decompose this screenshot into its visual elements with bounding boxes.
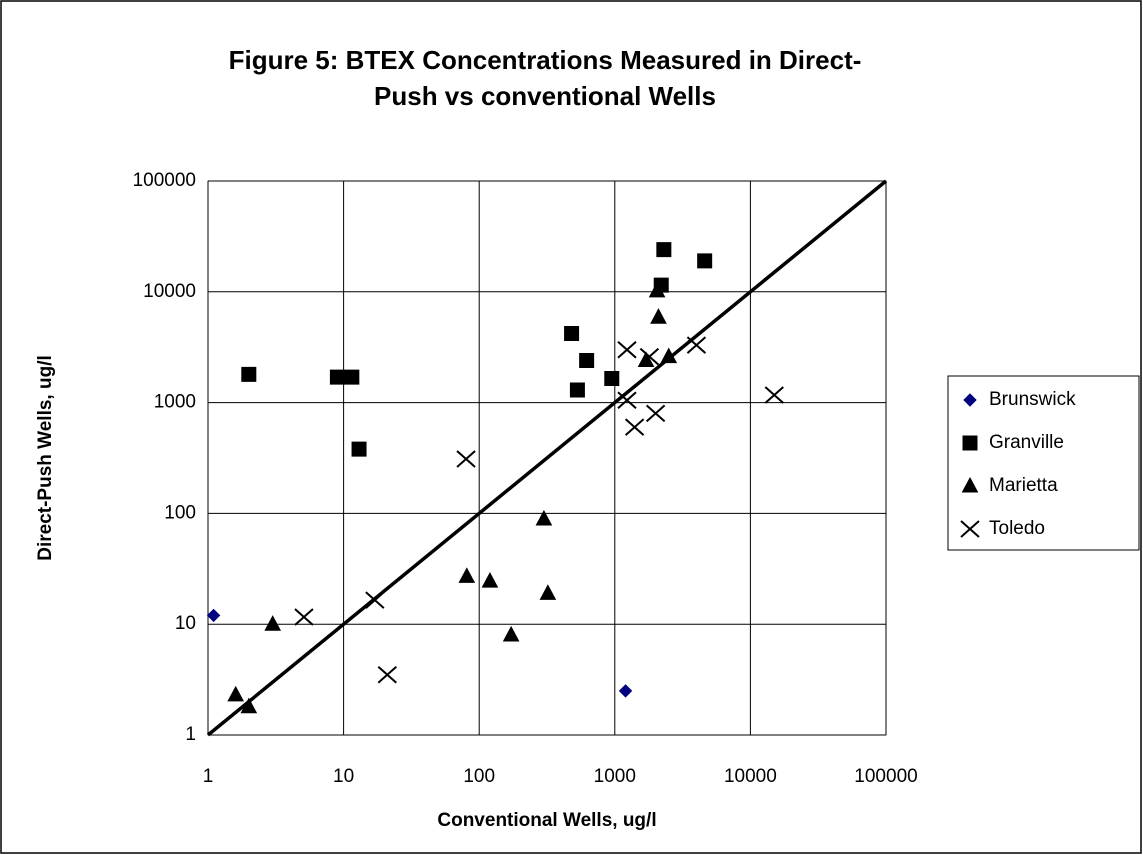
data-point — [481, 572, 499, 588]
chart-title: Figure 5: BTEX Concentrations Measured i… — [229, 45, 862, 75]
data-point — [365, 591, 385, 609]
data-point — [686, 336, 707, 354]
data-point — [351, 441, 367, 457]
x-tick-label: 10000 — [724, 766, 777, 787]
data-point — [539, 584, 557, 600]
data-point — [569, 382, 585, 398]
x-axis-label: Conventional Wells, ug/l — [437, 810, 656, 831]
data-point — [660, 347, 678, 364]
data-point — [650, 308, 667, 324]
y-axis-label: Direct-Push Wells, ug/l — [35, 355, 56, 561]
data-point — [564, 326, 580, 342]
y-tick-label: 1000 — [154, 392, 196, 413]
x-tick-label: 100 — [463, 766, 495, 787]
data-point — [618, 684, 633, 698]
y-tick-label: 10 — [175, 613, 196, 634]
data-point — [377, 665, 397, 684]
data-point — [206, 608, 221, 623]
chart-title: Push vs conventional Wells — [374, 81, 716, 111]
legend-marker — [961, 476, 979, 493]
y-tick-label: 100000 — [133, 170, 196, 191]
legend-label: Brunswick — [989, 389, 1076, 410]
data-point — [535, 509, 553, 526]
x-tick-label: 10 — [333, 766, 354, 787]
data-point — [458, 567, 476, 583]
data-point — [617, 391, 637, 409]
legend-marker — [963, 393, 977, 407]
x-tick-label: 1000 — [594, 766, 636, 787]
y-tick-label: 10000 — [143, 281, 196, 302]
data-point — [604, 371, 620, 387]
data-point — [764, 386, 784, 404]
data-point — [502, 625, 520, 642]
data-point — [227, 685, 245, 702]
legend-box — [947, 375, 1140, 551]
data-point — [264, 615, 282, 631]
legend-label: Marietta — [989, 475, 1058, 496]
data-point — [294, 608, 314, 626]
data-point — [344, 369, 360, 385]
data-point — [579, 352, 595, 368]
x-tick-label: 1 — [203, 766, 214, 787]
legend-marker — [960, 520, 980, 538]
data-point — [697, 253, 713, 269]
legend-marker — [962, 435, 978, 451]
data-point — [240, 697, 258, 714]
data-point — [617, 340, 637, 359]
data-point — [624, 418, 645, 436]
reference-line — [206, 179, 888, 737]
data-point — [329, 369, 345, 385]
y-tick-label: 100 — [164, 502, 196, 523]
data-point — [648, 281, 666, 298]
data-point — [456, 450, 476, 468]
data-point — [645, 404, 666, 423]
data-point — [241, 366, 257, 382]
legend-label: Toledo — [989, 518, 1045, 539]
data-point — [656, 242, 672, 258]
x-tick-label: 100000 — [854, 766, 917, 787]
y-tick-label: 1 — [185, 724, 196, 745]
data-point — [639, 347, 660, 366]
legend-label: Granville — [989, 432, 1064, 453]
